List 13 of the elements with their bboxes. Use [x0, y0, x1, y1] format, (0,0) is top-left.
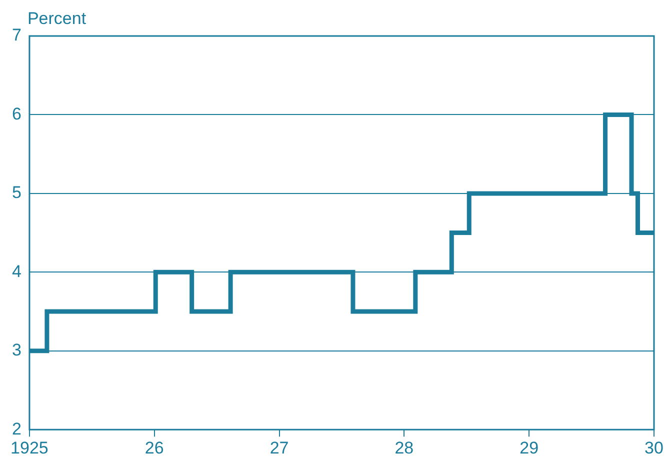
- x-tick-label: 29: [520, 438, 539, 458]
- x-tick-label: 30: [644, 438, 664, 458]
- x-tick-label: 26: [144, 438, 164, 458]
- y-axis-title: Percent: [27, 9, 86, 28]
- y-tick-label: 2: [12, 419, 22, 438]
- x-tick-label: 1925: [10, 438, 48, 458]
- x-tick-label: 27: [270, 438, 289, 458]
- y-tick-label: 5: [12, 183, 22, 202]
- y-tick-label: 4: [12, 262, 22, 281]
- y-tick-label: 6: [12, 104, 22, 124]
- y-tick-label: 3: [12, 340, 22, 360]
- x-tick-label: 28: [394, 438, 414, 458]
- y-tick-label: 7: [12, 26, 22, 45]
